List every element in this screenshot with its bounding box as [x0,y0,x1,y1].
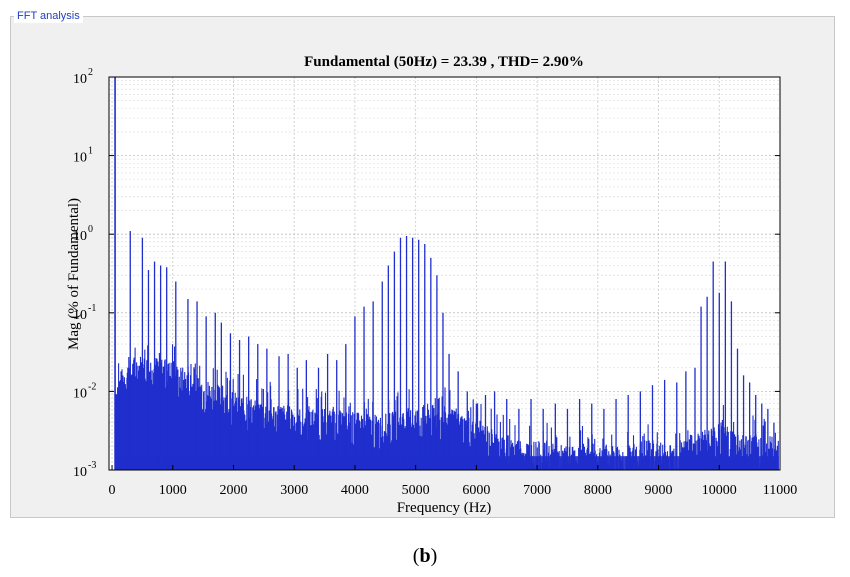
y-tick-label: 10 [73,72,87,87]
x-tick-label: 8000 [584,483,612,498]
caption-close: ) [430,545,438,567]
x-tick-label: 7000 [523,483,551,498]
y-tick-label: 10 [73,465,87,480]
x-tick-label: 5000 [402,483,430,498]
noise-base-band [115,456,779,470]
y-tick-exponent: 0 [88,224,93,235]
x-tick-label: 10000 [702,483,737,498]
harmonic-peaks-series [114,77,775,470]
x-tick-label: 11000 [763,483,797,498]
y-tick-exponent: 2 [88,67,93,78]
x-tick-label: 4000 [341,483,369,498]
x-tick-label: 9000 [645,483,673,498]
panel-label: FFT analysis [14,10,83,23]
x-tick-label: 1000 [159,483,187,498]
y-tick-label: 10 [73,151,87,166]
y-tick-exponent: 1 [88,146,93,157]
y-tick-label: 10 [73,229,87,244]
x-axis-ticks: 0 1000 2000 3000 4000 5000 6000 7000 8000 9000 100… [109,465,797,498]
x-tick-label: 0 [109,483,116,498]
y-tick-exponent: -2 [88,381,96,392]
caption-letter: b [419,545,431,567]
x-tick-label: 2000 [219,483,247,498]
y-tick-exponent: -1 [88,303,96,314]
y-tick-exponent: -3 [88,460,96,471]
x-tick-label: 3000 [280,483,308,498]
y-tick-label: 10 [73,386,87,401]
y-tick-label: 10 [73,308,87,323]
y-axis-label: Mag (% of Fundamental) [66,198,82,350]
x-tick-label: 6000 [462,483,490,498]
chart-title: Fundamental (50Hz) = 23.39 , THD= 2.90% [304,54,584,70]
x-axis-label: Frequency (Hz) [397,500,492,516]
caption-open: ( [412,545,420,567]
plot-border [108,76,781,471]
figure-caption: (b) [0,545,850,568]
